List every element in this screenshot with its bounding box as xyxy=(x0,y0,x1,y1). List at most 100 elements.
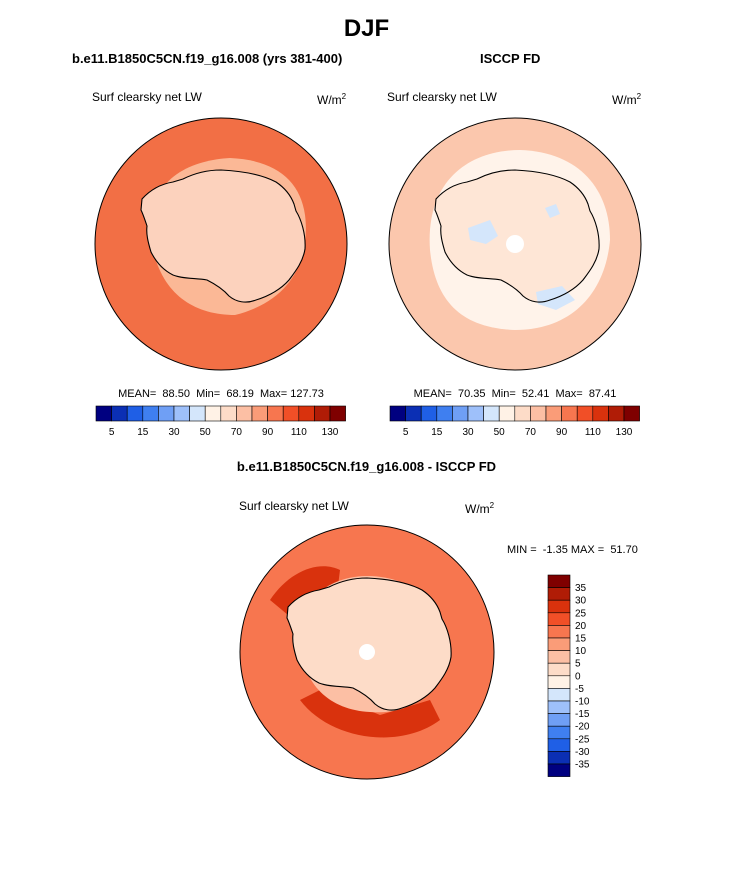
model-map xyxy=(94,117,348,371)
diff-colorbar-tick-label: -20 xyxy=(575,722,590,733)
model-colorbar-swatch xyxy=(189,405,206,422)
diff-colorbar-swatch xyxy=(547,637,571,651)
obs-colorbar-tick-label: 5 xyxy=(403,427,409,438)
diff-colorbar-tick-label: 15 xyxy=(575,634,587,645)
diff-colorbar-swatch xyxy=(547,587,571,601)
diff-colorbar-swatch xyxy=(547,688,571,702)
model-panel-title: b.e11.B1850C5CN.f19_g16.008 (yrs 381-400… xyxy=(72,51,343,66)
obs-colorbar: 5 15 30 50 70 90 110 130 xyxy=(389,405,640,438)
obs-blue-patch-1 xyxy=(468,220,498,244)
obs-pole-hole xyxy=(506,235,524,253)
obs-colorbar-swatch xyxy=(608,405,625,422)
obs-colorbar-swatch xyxy=(561,405,578,422)
obs-colorbar-swatch xyxy=(576,405,594,422)
diff-colorbar-swatch xyxy=(547,625,571,639)
diff-colorbar-swatch xyxy=(547,725,571,740)
obs-colorbar-swatch xyxy=(389,405,406,422)
diff-variable-label: Surf clearsky net LW xyxy=(239,499,349,513)
obs-panel-title: ISCCP FD xyxy=(480,51,541,66)
model-colorbar-tick-label: 70 xyxy=(231,427,243,438)
obs-colorbar-swatch xyxy=(623,405,640,422)
diff-colorbar-swatch xyxy=(547,713,571,727)
obs-colorbar-swatch xyxy=(436,405,453,422)
model-colorbar-tick-label: 90 xyxy=(262,427,274,438)
model-colorbar-tick-label: 50 xyxy=(200,427,212,438)
obs-colorbar-swatch xyxy=(420,405,438,422)
obs-colorbar-swatch xyxy=(498,405,516,422)
model-colorbar-tick-label: 110 xyxy=(291,427,307,438)
obs-colorbar-swatch xyxy=(530,405,547,422)
model-colorbar-swatch xyxy=(204,405,222,422)
model-colorbar: 5 15 30 50 70 90 110 130 xyxy=(95,405,346,438)
obs-blue-patch-3 xyxy=(545,204,560,218)
obs-colorbar-tick-label: 70 xyxy=(525,427,537,438)
model-colorbar-swatch xyxy=(282,405,300,422)
diff-colorbar-tick-label: 20 xyxy=(575,621,587,632)
diff-colorbar-tick-label: 10 xyxy=(575,646,587,657)
obs-variable-label: Surf clearsky net LW xyxy=(387,90,497,104)
obs-colorbar-swatch xyxy=(467,405,484,422)
model-colorbar-swatch xyxy=(173,405,190,422)
diff-colorbar-swatch xyxy=(547,574,571,588)
diff-colorbar-swatch xyxy=(547,751,571,765)
obs-colorbar-tick-label: 15 xyxy=(431,427,443,438)
model-colorbar-swatch xyxy=(142,405,159,422)
diff-colorbar-tick-label: 35 xyxy=(575,583,587,594)
obs-stats: MEAN= 70.35 Min= 52.41 Max= 87.41 xyxy=(413,388,617,400)
diff-colorbar-swatch xyxy=(547,763,571,777)
diff-colorbar-swatch xyxy=(547,599,571,614)
model-stats: MEAN= 88.50 Min= 68.19 Max= 127.73 xyxy=(118,388,324,400)
obs-colorbar-tick-label: 110 xyxy=(585,427,601,438)
model-variable-label: Surf clearsky net LW xyxy=(92,90,202,104)
obs-colorbar-swatch xyxy=(592,405,609,422)
diff-units-label: W/m2 xyxy=(465,501,495,516)
model-colorbar-tick-label: 15 xyxy=(137,427,149,438)
obs-map xyxy=(388,117,642,371)
model-colorbar-swatch xyxy=(220,405,237,422)
model-colorbar-tick-label: 30 xyxy=(168,427,180,438)
diff-colorbar-tick-label: -5 xyxy=(575,684,584,695)
diff-panel-title: b.e11.B1850C5CN.f19_g16.008 - ISCCP FD xyxy=(236,459,497,474)
model-colorbar-swatch xyxy=(329,405,346,422)
diff-colorbar-tick-label: -30 xyxy=(575,747,590,758)
diff-colorbar-swatch xyxy=(547,738,571,752)
diff-minmax: MIN = -1.35 MAX = 51.70 xyxy=(507,544,638,556)
figure-title: DJF xyxy=(343,15,390,42)
obs-colorbar-swatch xyxy=(514,405,531,422)
diff-colorbar-tick-label: -10 xyxy=(575,697,590,708)
obs-colorbar-swatch xyxy=(405,405,422,422)
diff-colorbar-swatch xyxy=(547,675,571,689)
obs-colorbar-tick-label: 90 xyxy=(556,427,568,438)
model-colorbar-swatch xyxy=(267,405,284,422)
diff-map xyxy=(239,524,495,780)
diff-colorbar-tick-label: 30 xyxy=(575,596,587,607)
diff-colorbar-swatch xyxy=(547,662,571,677)
obs-units-label: W/m2 xyxy=(612,92,642,107)
obs-colorbar-swatch xyxy=(545,405,562,422)
diff-colorbar-tick-label: 0 xyxy=(575,671,581,682)
model-colorbar-swatch xyxy=(314,405,331,422)
diff-colorbar-tick-label: 5 xyxy=(575,659,581,670)
diff-pole-hole xyxy=(359,644,375,660)
obs-colorbar-tick-label: 130 xyxy=(616,427,633,438)
obs-colorbar-swatch xyxy=(483,405,500,422)
obs-colorbar-swatch xyxy=(452,405,469,422)
obs-colorbar-tick-label: 50 xyxy=(494,427,506,438)
model-colorbar-swatch xyxy=(111,405,128,422)
obs-colorbar-tick-label: 30 xyxy=(462,427,474,438)
model-units-label: W/m2 xyxy=(317,92,347,107)
diff-colorbar-swatch xyxy=(547,700,571,714)
model-colorbar-swatch xyxy=(126,405,144,422)
model-colorbar-swatch xyxy=(251,405,268,422)
model-colorbar-swatch xyxy=(158,405,175,422)
diff-colorbar-tick-label: -15 xyxy=(575,709,590,720)
model-colorbar-swatch xyxy=(298,405,315,422)
diff-colorbar-swatch xyxy=(547,650,571,664)
diff-colorbar-tick-label: -25 xyxy=(575,734,590,745)
model-colorbar-tick-label: 130 xyxy=(322,427,339,438)
diff-colorbar-swatch xyxy=(547,612,571,626)
diff-colorbar-tick-label: -35 xyxy=(575,760,590,771)
model-colorbar-tick-label: 5 xyxy=(109,427,115,438)
